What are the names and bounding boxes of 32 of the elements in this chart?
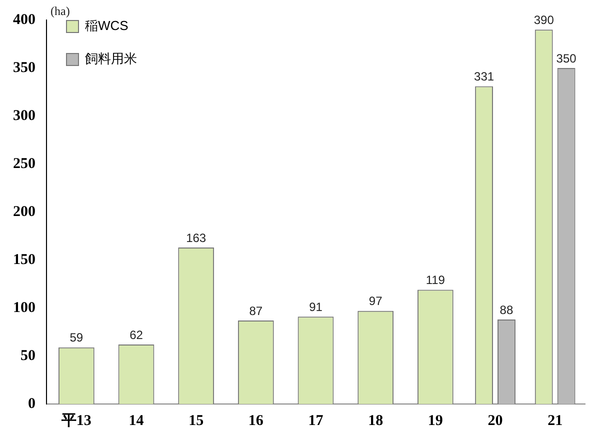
data-label: 59 xyxy=(70,330,84,345)
data-label: 62 xyxy=(130,328,144,342)
x-tick-label: 15 xyxy=(188,412,204,429)
y-tick-label: 400 xyxy=(13,12,36,28)
y-axis-title: (ha) xyxy=(50,4,70,18)
data-label: 91 xyxy=(309,300,323,314)
x-tick-label: 18 xyxy=(368,412,384,429)
x-tick-label: 17 xyxy=(308,412,324,429)
legend-label: 飼料用米 xyxy=(85,51,137,66)
y-tick-label: 0 xyxy=(28,396,36,412)
y-tick-label: 350 xyxy=(13,60,36,76)
data-label: 119 xyxy=(426,273,446,288)
y-tick-label: 50 xyxy=(20,348,36,364)
data-label: 350 xyxy=(556,51,577,66)
x-tick-label: 平13 xyxy=(60,412,92,429)
x-tick-label: 14 xyxy=(128,412,144,429)
x-tick-label: 19 xyxy=(428,412,443,429)
data-label: 88 xyxy=(500,302,514,317)
y-tick-label: 150 xyxy=(13,252,36,268)
y-tick-label: 100 xyxy=(13,300,36,316)
x-tick-label: 20 xyxy=(488,412,503,429)
y-tick-label: 250 xyxy=(13,156,36,172)
data-label: 87 xyxy=(249,304,263,318)
legend-label: 稲WCS xyxy=(85,18,129,34)
data-label: 97 xyxy=(368,294,383,308)
data-label: 331 xyxy=(474,70,494,84)
y-tick-label: 200 xyxy=(13,204,36,220)
x-tick-label: 16 xyxy=(248,412,264,429)
data-label: 390 xyxy=(534,12,554,27)
x-tick-label: 21 xyxy=(548,412,563,429)
y-tick-label: 300 xyxy=(13,108,36,124)
data-label: 163 xyxy=(186,230,206,245)
